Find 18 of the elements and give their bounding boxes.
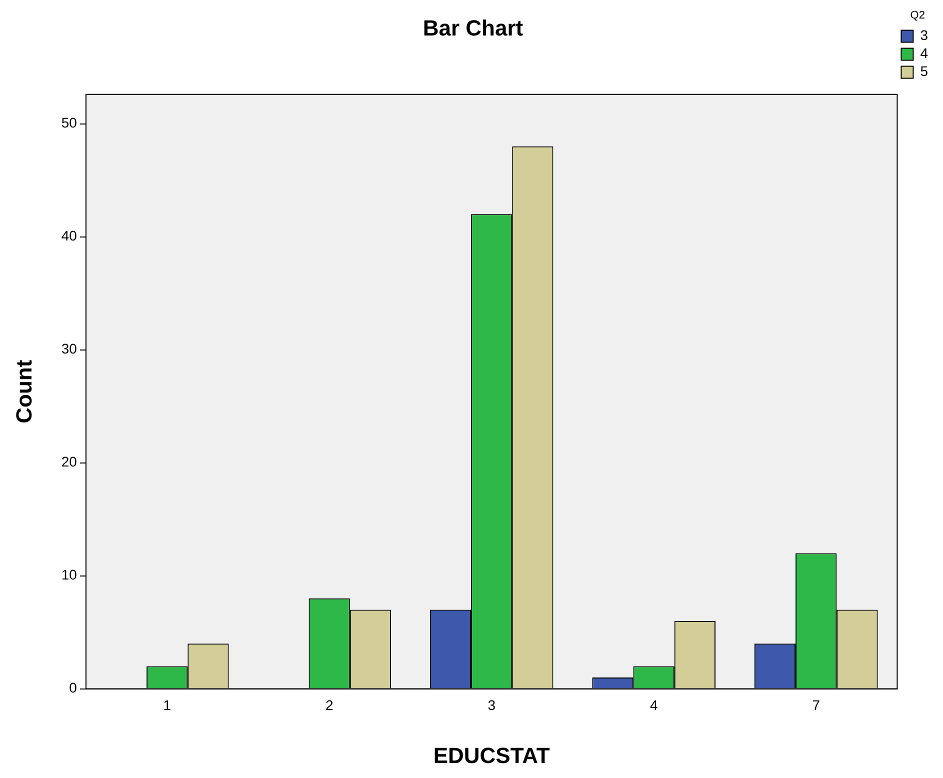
x-tick-label: 3 — [488, 697, 496, 714]
y-tick-label: 50 — [61, 114, 78, 131]
chart-title: Bar Chart — [422, 15, 524, 40]
y-tick-label: 20 — [61, 454, 78, 470]
x-tick-label: 7 — [812, 697, 820, 714]
x-tick-label: 1 — [163, 697, 172, 714]
y-tick-label: 30 — [61, 340, 78, 357]
x-tick-label: 4 — [650, 697, 658, 714]
y-tick-label: 10 — [61, 566, 78, 583]
x-tick-label: 2 — [325, 697, 334, 714]
legend-title: Q2 — [910, 10, 925, 22]
y-tick-label: 0 — [69, 680, 78, 696]
x-axis-title: EDUCSTAT — [433, 742, 550, 768]
y-axis-title: Count — [11, 359, 36, 424]
y-tick-label: 40 — [61, 228, 78, 244]
legend-label: 3 — [920, 27, 928, 44]
legend-label: 4 — [920, 45, 928, 62]
legend-label: 5 — [920, 63, 928, 80]
